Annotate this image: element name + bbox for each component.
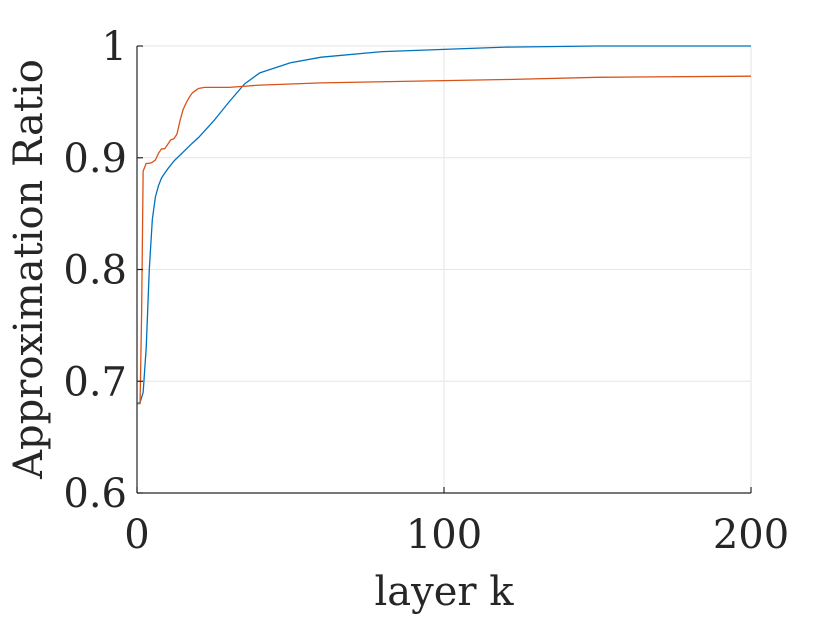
y-axis-title: Approximation Ratio — [6, 59, 52, 480]
data-series — [136, 45, 752, 405]
y-tick-label: 0.6 — [63, 471, 127, 517]
y-tick-label: 1 — [102, 24, 127, 70]
x-tick-label: 0 — [124, 512, 149, 558]
x-tick-label: 200 — [713, 512, 789, 558]
tick-labels: 0.6 0.7 0.8 0.9 1 0 100 200 — [63, 24, 789, 558]
y-tick-label: 0.9 — [63, 136, 127, 182]
series-line-2 — [137, 75, 752, 405]
y-tick-label: 0.7 — [63, 359, 127, 405]
x-tick-label: 100 — [406, 512, 482, 558]
series-line-1 — [136, 45, 751, 405]
y-tick-label: 0.8 — [63, 248, 127, 294]
x-axis-title: layer k — [375, 569, 515, 615]
axes — [136, 45, 752, 494]
